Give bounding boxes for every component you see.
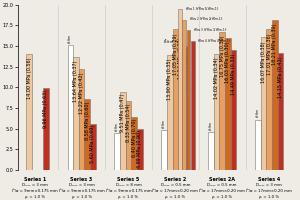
Bar [255, 120, 261, 170]
Text: ρₗ = 1.0 %: ρₗ = 1.0 % [71, 195, 92, 199]
Text: lᵇ/ø = 9mm×0.175 mm: lᵇ/ø = 9mm×0.175 mm [106, 189, 151, 193]
Text: lᵇ/ø = 17mm×0.20 mm: lᵇ/ø = 17mm×0.20 mm [152, 189, 198, 193]
Bar [231, 50, 236, 170]
Text: Series 3: Series 3 [70, 177, 93, 182]
Bar [126, 101, 131, 170]
Text: 6.40 MPa (0.70): 6.40 MPa (0.70) [132, 119, 136, 157]
Text: Series 1: Series 1 [24, 177, 46, 182]
Text: $f_{cftm}$: $f_{cftm}$ [254, 108, 262, 118]
Text: 13.64 MPa (0.37): 13.64 MPa (0.37) [74, 61, 79, 102]
Text: 9.96 MPa (0.63): 9.96 MPa (0.63) [44, 90, 48, 128]
Text: $f_{Rm,3}$ ($f_{Rm,3}/f_{Rm,1}$): $f_{Rm,3}$ ($f_{Rm,3}/f_{Rm,1}$) [193, 27, 228, 34]
Text: Series 5: Series 5 [117, 177, 140, 182]
Bar [90, 124, 96, 170]
Text: $f_{Rm,2}$ ($f_{Rm,2}/f_{Rm,1}$): $f_{Rm,2}$ ($f_{Rm,2}/f_{Rm,1}$) [189, 16, 224, 23]
Bar [26, 54, 32, 170]
Bar [43, 88, 49, 170]
Bar [182, 20, 186, 170]
Text: Series 2: Series 2 [164, 177, 187, 182]
Bar [187, 30, 190, 170]
Bar [178, 9, 182, 170]
Text: 14.02 MPa (0.34): 14.02 MPa (0.34) [214, 58, 219, 99]
Text: 4.99 MPa (0.90): 4.99 MPa (0.90) [137, 130, 142, 168]
Text: Dₘₐₓ = 8 mm: Dₘₐₓ = 8 mm [116, 183, 141, 187]
Bar [272, 20, 278, 170]
Bar [214, 54, 219, 170]
Text: ρₗ = 1.0 %: ρₗ = 1.0 % [165, 195, 185, 199]
Bar [114, 133, 120, 170]
Text: Dₘₐₓ = 0.5 mm: Dₘₐₓ = 0.5 mm [208, 183, 237, 187]
Text: 12.22 MPa (0.42): 12.22 MPa (0.42) [79, 72, 84, 114]
Bar [120, 92, 126, 170]
Bar [73, 57, 79, 170]
Text: ρₗ = 1.0 %: ρₗ = 1.0 % [118, 195, 139, 199]
Bar [219, 32, 225, 170]
Text: 8.58 MPa (0.60): 8.58 MPa (0.60) [85, 101, 90, 140]
Bar [131, 117, 137, 170]
Text: 15.04 MPa (1.00): 15.04 MPa (1.00) [184, 50, 189, 91]
Text: 8.33 MPa (0.54): 8.33 MPa (0.54) [126, 103, 131, 142]
Text: 16.54 MPa (0.29): 16.54 MPa (0.29) [178, 37, 184, 79]
Text: Dₘₐₓ = 3 mm: Dₘₐₓ = 3 mm [22, 183, 48, 187]
Bar [278, 53, 283, 170]
Bar [266, 29, 272, 170]
Text: 9.51 MPa (0.47): 9.51 MPa (0.47) [120, 94, 125, 132]
Text: 16.07 MPa (0.38): 16.07 MPa (0.38) [261, 41, 266, 83]
Bar [172, 29, 178, 170]
Text: Dₘₐₓ = 0.5 mm: Dₘₐₓ = 0.5 mm [160, 183, 190, 187]
Text: Dₘₐₓ = 3 mm: Dₘₐₓ = 3 mm [69, 183, 94, 187]
Text: 5.60 MPa (0.69): 5.60 MPa (0.69) [90, 125, 95, 163]
Text: $f_{Rm,4}$ ($f_{Rm,4}/f_{Rm,1}$): $f_{Rm,4}$ ($f_{Rm,4}/f_{Rm,1}$) [197, 37, 232, 45]
Text: $f_{cftm}$: $f_{cftm}$ [67, 34, 74, 44]
Text: 18.21 MPa (0.39): 18.21 MPa (0.39) [272, 24, 277, 65]
Text: 14.49 MPa (0.33): 14.49 MPa (0.33) [231, 54, 236, 95]
Bar [84, 99, 90, 170]
Text: 17.01 MPa (0.36): 17.01 MPa (0.36) [267, 34, 272, 75]
Text: lᵇ/ø = 9mm×0.175 mm: lᵇ/ø = 9mm×0.175 mm [59, 189, 104, 193]
Bar [178, 33, 184, 170]
Bar [208, 132, 214, 170]
Bar [225, 38, 231, 170]
Text: Series 2A: Series 2A [209, 177, 235, 182]
Bar [261, 37, 266, 170]
Text: Series 4: Series 4 [258, 177, 280, 182]
Bar [137, 129, 142, 170]
Text: Dₘₐₓ = 3 mm: Dₘₐₓ = 3 mm [256, 183, 282, 187]
Text: lᵇ/ø = 17mm×0.20 mm: lᵇ/ø = 17mm×0.20 mm [246, 189, 292, 193]
Text: ρₗ = 1.0 %: ρₗ = 1.0 % [259, 195, 279, 199]
Bar [161, 130, 167, 170]
Bar [68, 45, 73, 170]
Bar [184, 46, 189, 170]
Bar [191, 41, 195, 170]
Text: 13.90 MPa (0.35): 13.90 MPa (0.35) [167, 59, 172, 100]
Text: $f_{cftm}$: $f_{cftm}$ [113, 122, 121, 132]
Text: ρₗ = 1.0 %: ρₗ = 1.0 % [25, 195, 45, 199]
Text: $f_{Rm,1}$ ($f_{Rm,1}/f_{Rm,1}$): $f_{Rm,1}$ ($f_{Rm,1}/f_{Rm,1}$) [185, 5, 219, 13]
Text: 17.05 MPa (0.29): 17.05 MPa (0.29) [173, 33, 178, 75]
Text: $f_{cftm}$: $f_{cftm}$ [160, 119, 168, 129]
Bar [167, 55, 172, 170]
Text: ρₗ = 1.0 %: ρₗ = 1.0 % [212, 195, 232, 199]
Bar [79, 69, 84, 170]
Text: lᵇ/ø = 9mm×0.175 mm: lᵇ/ø = 9mm×0.175 mm [12, 189, 58, 193]
Text: lᵇ/ø = 17mm×0.20 mm: lᵇ/ø = 17mm×0.20 mm [199, 189, 245, 193]
Text: $f_{cftm}$: $f_{cftm}$ [207, 121, 215, 131]
Text: 14.15 MPa (0.43): 14.15 MPa (0.43) [278, 57, 283, 98]
Text: $f_{cftm}$: $f_{cftm}$ [163, 37, 174, 46]
Text: 14.00 MPa (0.56): 14.00 MPa (0.56) [27, 58, 32, 99]
Text: 16.03 MPa (0.30): 16.03 MPa (0.30) [225, 42, 230, 83]
Text: 16.75 MPa (0.30): 16.75 MPa (0.30) [220, 36, 225, 77]
